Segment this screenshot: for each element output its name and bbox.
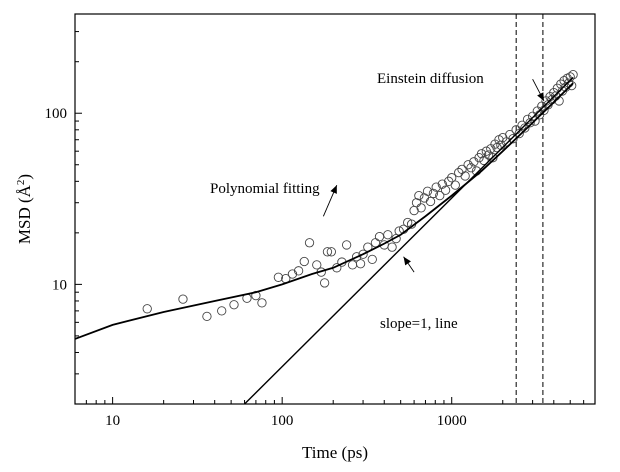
slope-one-line (244, 76, 574, 404)
annotation-label: Polynomial fitting (210, 181, 320, 197)
data-point (447, 173, 457, 183)
data-point (422, 186, 433, 196)
data-point (514, 128, 524, 139)
data-point (414, 190, 424, 201)
data-point (374, 232, 385, 242)
data-point (319, 278, 330, 288)
data-point (403, 217, 413, 228)
data-point (299, 256, 309, 267)
data-point (567, 80, 577, 91)
data-point (527, 111, 538, 121)
data-point (520, 123, 530, 133)
data-point (293, 266, 304, 276)
data-point (508, 134, 518, 144)
data-point (387, 242, 397, 252)
annotation-label: slope=1, line (380, 316, 458, 332)
x-tick-label: 1000 (437, 413, 467, 429)
data-point (525, 118, 535, 128)
annotations-layer: Einstein diffusion Polynomial fitting slop… (210, 71, 545, 332)
annotation-arrow-head (537, 92, 544, 101)
data-point (229, 300, 239, 310)
data-point (322, 247, 333, 257)
y-axis-label-end: ) (15, 174, 34, 180)
data-point (341, 240, 352, 250)
data-point (358, 249, 368, 259)
data-point (460, 171, 470, 181)
axis-ticks: 10 100 1000 10 100 (45, 31, 596, 429)
y-tick-label: 100 (45, 106, 68, 122)
data-point (437, 179, 447, 189)
data-point (431, 182, 441, 192)
data-point (257, 298, 267, 308)
y-tick-label: 10 (52, 277, 67, 293)
scatter-series (142, 70, 578, 322)
data-point (217, 306, 227, 316)
x-tick-label: 100 (271, 413, 294, 429)
data-point (476, 149, 487, 159)
data-point (463, 160, 473, 170)
data-point (304, 238, 315, 248)
data-point (419, 193, 430, 203)
annotation-label: Einstein diffusion (377, 71, 484, 87)
data-point (457, 164, 467, 174)
data-point (416, 203, 426, 213)
polynomial-fit-line (75, 82, 574, 340)
series-layer (75, 70, 578, 404)
data-point (440, 185, 451, 195)
annotation-arrow-head (403, 256, 411, 266)
data-point (355, 259, 366, 269)
annotation-arrow-head (330, 185, 337, 194)
data-point (287, 269, 298, 279)
data-point (352, 252, 362, 262)
data-point (178, 294, 188, 304)
data-point (142, 304, 152, 314)
data-point (326, 247, 336, 257)
data-point (435, 190, 445, 201)
data-point (568, 70, 578, 80)
data-point (450, 180, 460, 190)
reference-lines (515, 14, 544, 404)
x-axis-label: Time (ps) (302, 443, 368, 462)
x-tick-label: 10 (105, 413, 120, 429)
plot-frame (74, 13, 596, 405)
y-axis-label: MSD (Å2) (15, 174, 34, 244)
data-point (273, 272, 284, 282)
data-point (425, 196, 436, 207)
data-point (347, 260, 358, 270)
data-point (367, 254, 377, 265)
y-axis-label-superscript: 2 (15, 180, 27, 186)
data-point (466, 163, 476, 173)
data-point (479, 155, 489, 166)
data-point (530, 116, 540, 126)
data-point (428, 188, 439, 199)
data-point (383, 230, 393, 240)
data-point (411, 198, 422, 208)
y-axis-label-main: MSD (Å (15, 184, 34, 244)
data-point (202, 311, 212, 322)
data-point (312, 260, 322, 270)
